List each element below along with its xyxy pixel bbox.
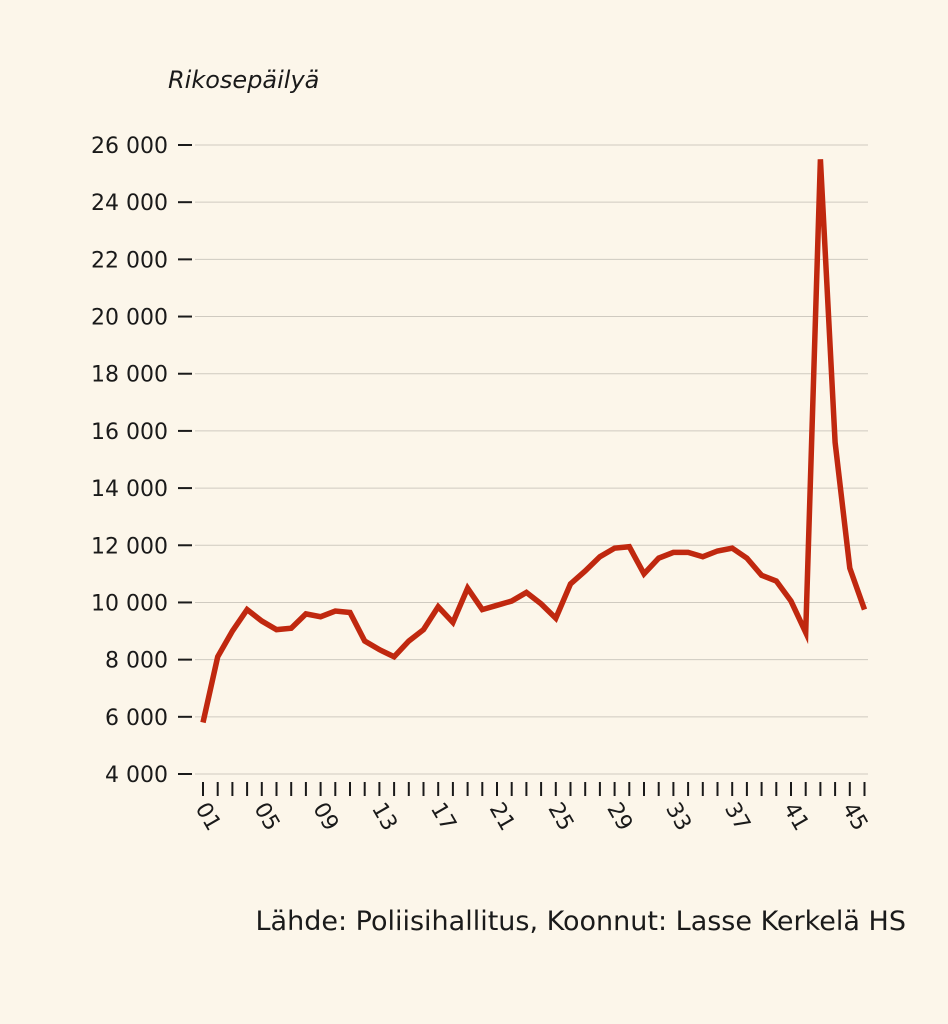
series-layer <box>200 159 868 724</box>
x-tick-label: 29 <box>601 799 637 836</box>
series-line <box>200 159 868 724</box>
x-tick-label: 25 <box>543 799 579 836</box>
x-axis: 01 05 09 13 17 21 25 29 33 37 41 45 <box>190 782 872 835</box>
y-tick-label: 10 000 <box>91 591 168 616</box>
y-tick-label: 8 000 <box>105 649 168 674</box>
y-tick-label: 20 000 <box>91 306 168 331</box>
y-tick-label: 26 000 <box>91 134 168 159</box>
y-tick-label: 4 000 <box>105 763 168 788</box>
x-tick-label: 01 <box>190 799 226 836</box>
x-tick-label: 37 <box>719 799 755 836</box>
y-tick-label: 22 000 <box>91 248 168 273</box>
x-tick-label: 41 <box>778 799 814 836</box>
y-tick-label: 12 000 <box>91 534 168 559</box>
y-axis-label: Rikosepäilyä <box>168 66 319 94</box>
x-tick-label: 05 <box>249 799 285 836</box>
y-tick-label: 16 000 <box>91 420 168 445</box>
gridlines <box>195 144 868 775</box>
x-tick-label: 45 <box>837 799 873 836</box>
y-tick-label: 18 000 <box>91 363 168 388</box>
x-tick-label: 33 <box>660 799 696 836</box>
source-credit: Lähde: Poliisihallitus, Koonnut: Lasse K… <box>255 906 906 937</box>
x-tick-label: 09 <box>307 799 343 836</box>
y-axis: 4 000 6 000 8 000 10 000 12 000 14 000 16 000 1… <box>91 134 192 788</box>
y-tick-label: 6 000 <box>105 706 168 731</box>
x-tick-label: 21 <box>484 799 520 836</box>
y-tick-label: 14 000 <box>91 477 168 502</box>
y-tick-label: 24 000 <box>91 191 168 216</box>
x-tick-label: 13 <box>366 799 402 836</box>
x-tick-label: 17 <box>425 799 461 836</box>
